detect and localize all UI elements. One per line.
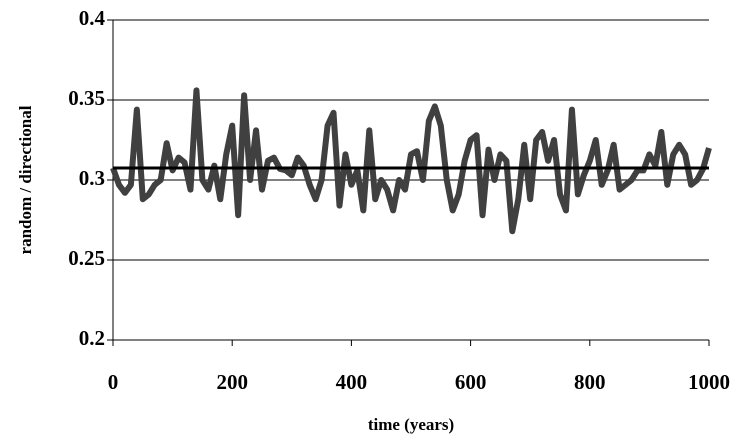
y-tick-label: 0.4: [79, 6, 106, 30]
x-tick-label: 400: [336, 370, 368, 394]
data-line: [110, 87, 712, 235]
x-axis-title: time (years): [368, 415, 454, 434]
y-tick-label: 0.35: [68, 86, 105, 110]
y-tick-label: 0.2: [79, 326, 105, 350]
x-tick-label: 1000: [688, 370, 730, 394]
x-tick-label: 600: [455, 370, 487, 394]
y-tick-label: 0.25: [68, 246, 105, 270]
x-tick-label: 0: [108, 370, 119, 394]
x-tick-label: 800: [574, 370, 606, 394]
y-tick-label: 0.3: [79, 166, 105, 190]
y-axis-title: random / directional: [16, 105, 35, 254]
x-tick-label: 200: [216, 370, 248, 394]
